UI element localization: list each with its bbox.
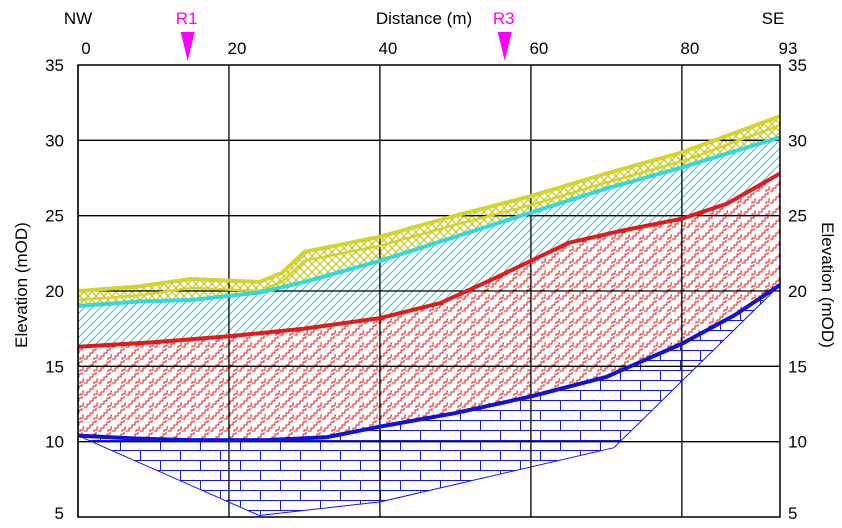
y-axis-label-right: Elevation (mOD) <box>818 222 837 348</box>
y-tick-label-right: 15 <box>788 357 807 376</box>
orientation-left-label: NW <box>64 9 92 28</box>
series-line-crosshatch-base <box>78 124 780 302</box>
strata-boundary-lines <box>78 114 780 517</box>
orientation-right-label: SE <box>762 9 785 28</box>
lower-boundary-line <box>78 284 780 517</box>
x-axis-label: Distance (m) <box>376 9 472 28</box>
y-tick-label-right: 10 <box>788 433 807 452</box>
plot-frame <box>77 64 781 518</box>
y-tick-label-left: 35 <box>45 56 64 75</box>
y-tick-label-left: 25 <box>45 207 64 226</box>
marker-triangle <box>180 32 195 61</box>
tick-labels: 0 20 40 60 80 93 5 5 10 10 15 15 20 20 25 25 30 30 35 35 <box>45 39 807 523</box>
y-tick-label-right: 30 <box>788 131 807 150</box>
x-tick-label: 40 <box>378 39 397 58</box>
series-line-brick <box>78 283 780 443</box>
section-markers: R1 R3 <box>176 9 515 61</box>
series-line-zigzag <box>78 171 780 349</box>
x-tick-label: 20 <box>228 39 247 58</box>
stratum-fill-brick <box>78 285 780 516</box>
y-tick-label-left: 20 <box>45 282 64 301</box>
y-tick-label-right: 5 <box>788 504 797 523</box>
series-line-diagonal <box>78 135 780 309</box>
x-tick-label: 80 <box>680 39 699 58</box>
y-tick-label-right: 35 <box>788 56 807 75</box>
y-tick-label-left: 5 <box>55 504 64 523</box>
y-tick-label-right: 25 <box>788 207 807 226</box>
y-tick-label-left: 30 <box>45 131 64 150</box>
marker-label: R3 <box>493 9 515 28</box>
series-line-crosshatch <box>78 114 780 293</box>
x-tick-label: 60 <box>529 39 548 58</box>
y-tick-label-left: 15 <box>45 357 64 376</box>
stratum-fill-crosshatch <box>78 116 780 307</box>
y-tick-label-left: 10 <box>45 433 64 452</box>
marker-triangle <box>497 32 512 61</box>
marker-label: R1 <box>176 9 198 28</box>
x-tick-label: 93 <box>779 39 798 58</box>
x-tick-label: 0 <box>81 39 90 58</box>
strata-fills <box>78 116 780 516</box>
y-tick-label-right: 20 <box>788 282 807 301</box>
y-axis-label: Elevation (mOD) <box>12 222 31 348</box>
